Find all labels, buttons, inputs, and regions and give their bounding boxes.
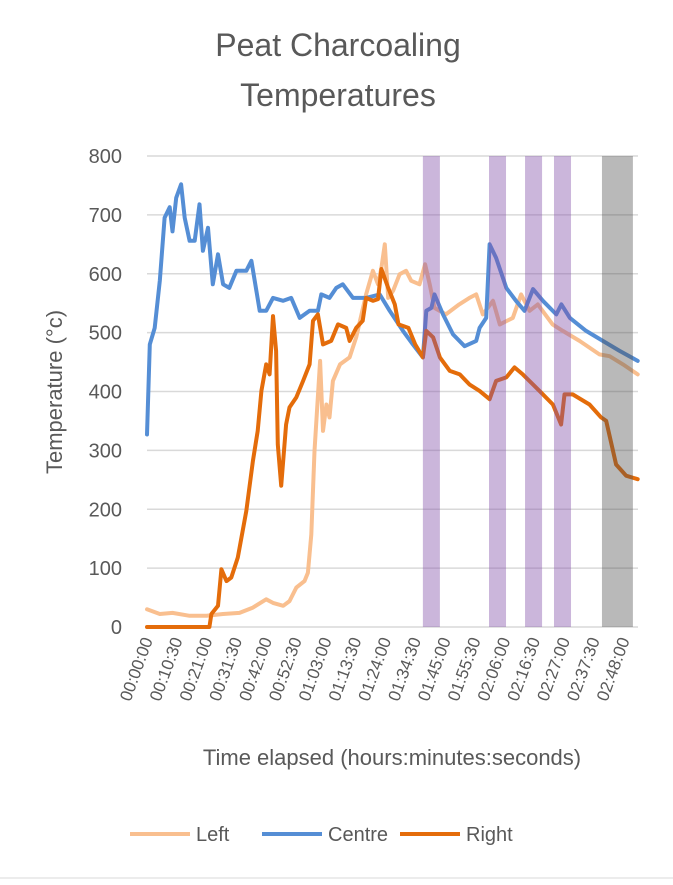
y-tick-label: 800 bbox=[89, 146, 122, 168]
x-axis-label: Time elapsed (hours:minutes:seconds) bbox=[203, 745, 581, 770]
legend: Left Centre Right bbox=[130, 824, 513, 846]
legend-label-right: Right bbox=[466, 824, 513, 846]
y-tick-label: 100 bbox=[89, 558, 122, 580]
shaded-band-purple bbox=[422, 156, 440, 627]
y-tick-label: 200 bbox=[89, 499, 122, 521]
shaded-band-purple bbox=[553, 156, 572, 627]
y-tick-label: 600 bbox=[89, 264, 122, 286]
shaded-bands bbox=[422, 156, 633, 627]
shaded-band-gray bbox=[601, 156, 633, 627]
y-tick-labels: 0 100 200 300 400 500 600 700 800 bbox=[89, 146, 122, 639]
legend-label-centre: Centre bbox=[328, 824, 388, 846]
series-line-centre bbox=[145, 182, 640, 437]
series-line-right bbox=[145, 267, 640, 629]
series-lines bbox=[145, 182, 640, 629]
y-tick-label: 0 bbox=[111, 617, 122, 639]
y-tick-label: 400 bbox=[89, 382, 122, 404]
y-tick-label: 500 bbox=[89, 323, 122, 345]
y-tick-label: 300 bbox=[89, 440, 122, 462]
gridlines bbox=[147, 155, 638, 628]
chart-title-line-2: Temperatures bbox=[240, 77, 436, 113]
y-axis-label: Temperature (°c) bbox=[42, 310, 67, 474]
shaded-band-purple bbox=[525, 156, 543, 627]
y-tick-label: 700 bbox=[89, 205, 122, 227]
shaded-band-purple bbox=[488, 156, 507, 627]
x-tick-labels: 00:00:0000:10:3000:21:0000:31:3000:42:00… bbox=[116, 635, 633, 704]
chart-title-line-1: Peat Charcoaling bbox=[215, 27, 460, 63]
legend-label-left: Left bbox=[196, 824, 230, 846]
